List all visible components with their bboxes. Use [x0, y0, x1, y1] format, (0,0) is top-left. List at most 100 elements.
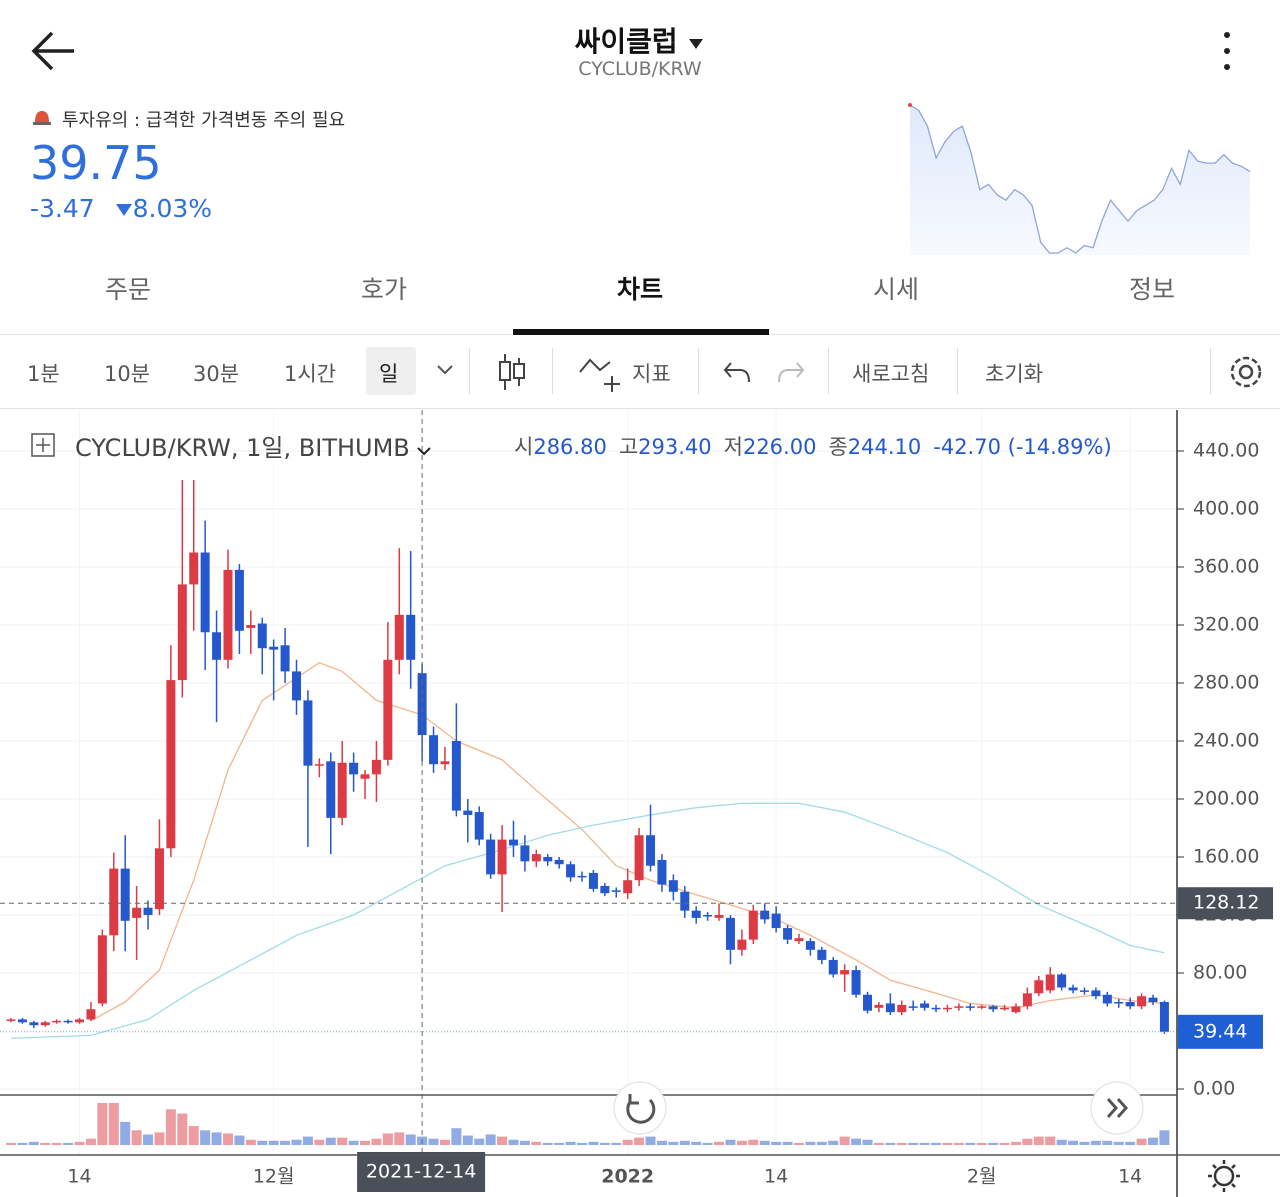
candle-body [840, 970, 850, 975]
y-tick-label: 360.00 [1193, 556, 1259, 578]
volume-bar [953, 1142, 964, 1145]
candle-body [63, 1020, 73, 1023]
reset-icon [626, 1094, 656, 1124]
legend-symbol-row[interactable]: CYCLUB/KRW, 1일, BITHUMB [75, 428, 432, 463]
candle-body [634, 835, 644, 881]
volume-bar [74, 1141, 85, 1145]
volume-bar [245, 1139, 256, 1145]
tab[interactable]: 주문 [104, 275, 151, 304]
y-tick-label: 280.00 [1193, 672, 1259, 694]
candle-body [1114, 1002, 1124, 1004]
candle-body [554, 859, 564, 865]
volume-bar [131, 1130, 142, 1145]
y-tick-label: 320.00 [1193, 614, 1259, 636]
volume-bar [862, 1139, 873, 1145]
candle-body [1159, 1002, 1169, 1032]
volume-bar [428, 1138, 439, 1145]
volume-bar [896, 1142, 907, 1145]
redo-button[interactable] [776, 360, 806, 386]
candle-body [177, 584, 187, 681]
tab-active[interactable]: 차트 [616, 275, 663, 304]
legend-ohlc-item: 고293.40 [619, 435, 712, 459]
interval-button[interactable]: 1분 [27, 362, 60, 386]
volume-bar [177, 1113, 188, 1145]
volume-bar [1079, 1141, 1090, 1145]
candle-body [588, 872, 598, 889]
candle-body [703, 915, 713, 917]
candle-body [1148, 997, 1158, 1002]
toolbar-border [0, 408, 1280, 409]
undo-button[interactable] [722, 360, 752, 386]
candle-body [874, 1004, 884, 1008]
volume-bar [691, 1141, 702, 1145]
indicator-button[interactable]: 지표 [632, 362, 671, 386]
volume-bar [999, 1142, 1010, 1145]
volume-bar [234, 1135, 245, 1145]
interval-button[interactable]: 10분 [104, 362, 151, 386]
back-button[interactable] [30, 30, 76, 72]
legend-toggle[interactable] [31, 433, 55, 457]
candle-body [40, 1022, 50, 1026]
settings-button[interactable] [1226, 352, 1266, 392]
volume-bar [348, 1140, 359, 1145]
volume-bar [1068, 1140, 1079, 1145]
candle-body [885, 1003, 895, 1013]
crosshair-date-label: 2021-12-14 [366, 1161, 476, 1183]
volume-bar [108, 1103, 119, 1145]
scroll-reset-button[interactable] [613, 1081, 667, 1135]
latest-icon [1106, 1098, 1129, 1118]
candle-body [6, 1019, 16, 1021]
candle-body [805, 941, 815, 950]
tab[interactable]: 호가 [360, 275, 407, 304]
volume-bar [519, 1140, 530, 1145]
candle-body [566, 864, 576, 878]
volume-bar [85, 1138, 96, 1145]
candle-body [657, 859, 667, 885]
ohlc-label: 종 [828, 435, 848, 459]
time-settings-button[interactable] [1213, 1165, 1235, 1187]
volume-bar [679, 1140, 690, 1145]
volume-bar [97, 1103, 108, 1145]
candle-body [75, 1019, 85, 1023]
candle-body [577, 875, 587, 878]
interval-button[interactable]: 30분 [193, 362, 240, 386]
volume-bar [143, 1134, 154, 1145]
title-row[interactable]: 싸이클럽 [0, 20, 1280, 60]
y-tick-label: 440.00 [1193, 440, 1259, 462]
tab[interactable]: 정보 [1128, 275, 1175, 304]
candle-body [680, 891, 690, 911]
candle-body [1057, 974, 1067, 988]
volume-bar [565, 1141, 576, 1145]
interval-dropdown[interactable] [436, 364, 454, 376]
y-tick-label: 240.00 [1193, 730, 1259, 752]
sun-icon [1208, 1160, 1240, 1192]
interval-button-active[interactable]: 일 [379, 362, 399, 386]
candle-body [246, 625, 256, 628]
chart-type-button[interactable] [497, 352, 527, 392]
x-tick-label: 14 [764, 1166, 788, 1188]
indicator-icon[interactable] [578, 354, 624, 394]
candle-body [508, 839, 518, 846]
candle-body [292, 671, 301, 701]
sparkline-area [910, 105, 1250, 255]
reset-button[interactable]: 초기화 [985, 362, 1043, 386]
menu-button[interactable] [1215, 30, 1239, 72]
candle-body [383, 659, 393, 760]
volume-bar [828, 1140, 839, 1145]
tab-indicator [513, 329, 769, 335]
volume-bar [702, 1142, 713, 1145]
volume-bar [485, 1134, 496, 1145]
candle-body [166, 680, 176, 849]
y-tick-label: 0.00 [1193, 1078, 1235, 1100]
candle-body [725, 917, 735, 950]
volume-bar [439, 1139, 450, 1145]
tab[interactable]: 시세 [872, 275, 919, 304]
candle-body [52, 1020, 62, 1023]
candle-body [86, 1009, 96, 1020]
volume-bar [725, 1139, 736, 1145]
volume-bar [497, 1136, 508, 1145]
candle-body [463, 810, 473, 815]
volume-bar [816, 1141, 827, 1145]
refresh-button[interactable]: 새로고침 [852, 362, 930, 386]
interval-button[interactable]: 1시간 [284, 362, 337, 386]
